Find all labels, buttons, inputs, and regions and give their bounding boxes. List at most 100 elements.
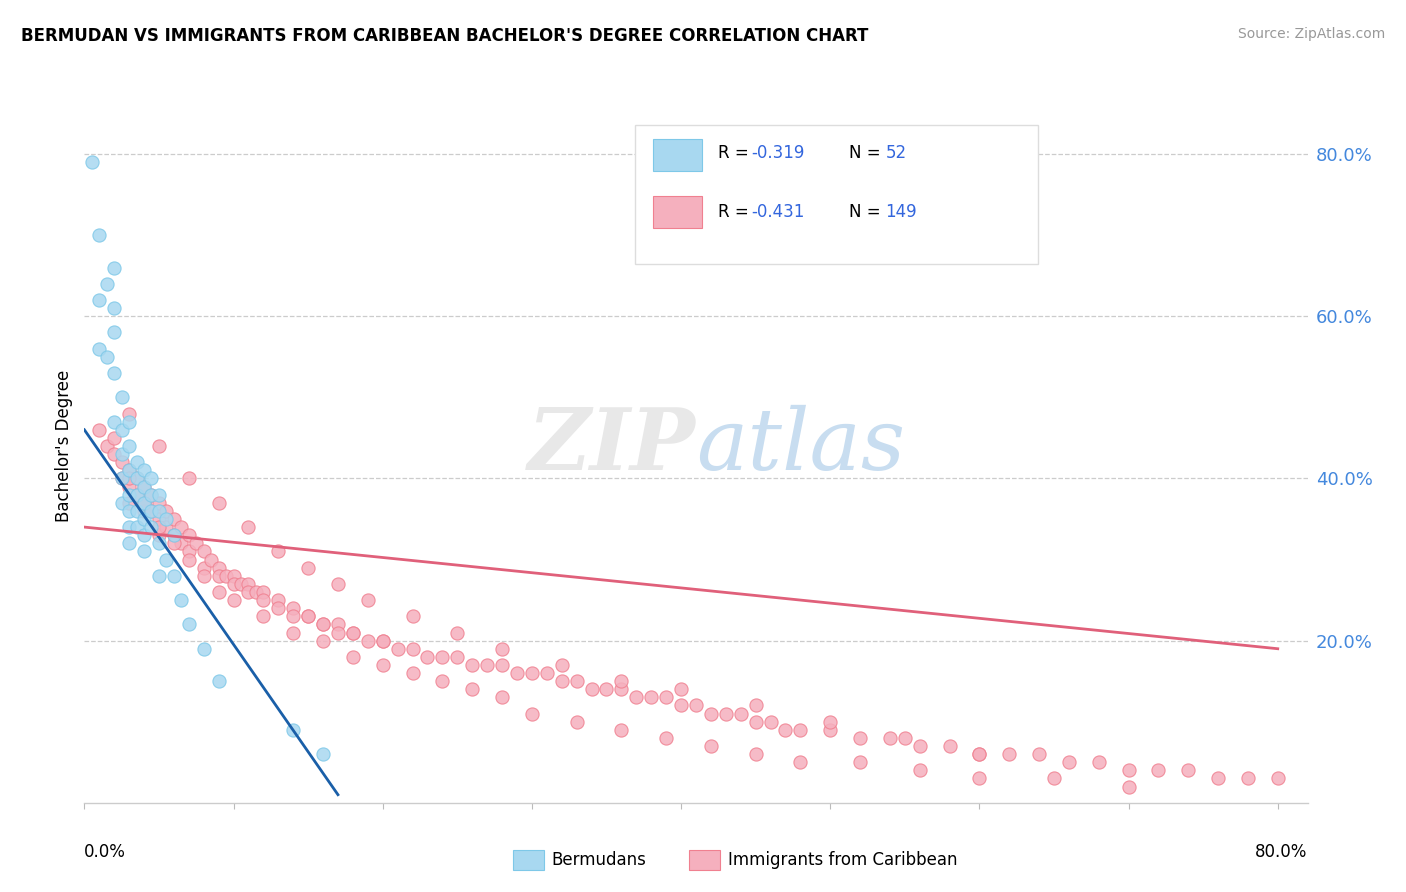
Point bbox=[132, 479, 155, 493]
Point bbox=[416, 649, 439, 664]
Point bbox=[177, 544, 200, 558]
Point bbox=[96, 439, 118, 453]
Point bbox=[297, 609, 319, 624]
Text: 0.0%: 0.0% bbox=[84, 843, 127, 861]
Point bbox=[207, 560, 229, 574]
Point bbox=[357, 633, 380, 648]
Point bbox=[879, 731, 901, 745]
Point bbox=[229, 577, 252, 591]
Point bbox=[200, 552, 222, 566]
Point bbox=[283, 609, 305, 624]
Point bbox=[401, 609, 423, 624]
Point bbox=[148, 528, 170, 542]
Point bbox=[326, 577, 349, 591]
Point bbox=[744, 698, 766, 713]
Point bbox=[163, 536, 186, 550]
Point bbox=[177, 471, 200, 485]
Point bbox=[148, 496, 170, 510]
Y-axis label: Bachelor's Degree: Bachelor's Degree bbox=[55, 370, 73, 522]
Point bbox=[714, 706, 737, 721]
Point bbox=[118, 415, 141, 429]
Point bbox=[177, 552, 200, 566]
FancyBboxPatch shape bbox=[636, 125, 1039, 264]
Point bbox=[312, 633, 335, 648]
Point bbox=[312, 617, 335, 632]
Point bbox=[969, 772, 991, 786]
Point bbox=[132, 504, 155, 518]
Point bbox=[894, 731, 917, 745]
Text: -0.431: -0.431 bbox=[751, 203, 804, 221]
Point bbox=[148, 520, 170, 534]
Point bbox=[283, 723, 305, 737]
Point bbox=[207, 496, 229, 510]
Point bbox=[193, 568, 215, 582]
Point bbox=[238, 520, 260, 534]
Point bbox=[551, 657, 574, 672]
Point bbox=[371, 657, 394, 672]
Point bbox=[96, 350, 118, 364]
Point bbox=[371, 633, 394, 648]
Point bbox=[283, 601, 305, 615]
Point bbox=[326, 625, 349, 640]
Point bbox=[401, 641, 423, 656]
Point bbox=[89, 228, 111, 243]
Point bbox=[669, 698, 692, 713]
Point bbox=[177, 528, 200, 542]
Point bbox=[163, 512, 186, 526]
Point bbox=[118, 463, 141, 477]
Text: BERMUDAN VS IMMIGRANTS FROM CARIBBEAN BACHELOR'S DEGREE CORRELATION CHART: BERMUDAN VS IMMIGRANTS FROM CARIBBEAN BA… bbox=[21, 27, 869, 45]
Point bbox=[491, 641, 513, 656]
Point bbox=[186, 536, 208, 550]
Point bbox=[170, 536, 193, 550]
Point bbox=[908, 764, 931, 778]
Point bbox=[141, 504, 163, 518]
Point bbox=[432, 674, 454, 689]
Point bbox=[520, 706, 543, 721]
Point bbox=[581, 682, 603, 697]
Point bbox=[267, 544, 290, 558]
Text: 52: 52 bbox=[886, 145, 907, 162]
Point bbox=[1237, 772, 1260, 786]
Point bbox=[475, 657, 498, 672]
Point bbox=[700, 739, 723, 753]
Point bbox=[700, 706, 723, 721]
Point bbox=[141, 488, 163, 502]
Point bbox=[148, 512, 170, 526]
Point bbox=[1267, 772, 1289, 786]
Point bbox=[908, 739, 931, 753]
Point bbox=[818, 714, 841, 729]
Point bbox=[163, 528, 186, 542]
Point bbox=[252, 593, 274, 607]
Point bbox=[252, 609, 274, 624]
Point bbox=[111, 471, 134, 485]
Point bbox=[1147, 764, 1170, 778]
Point bbox=[387, 641, 409, 656]
Point bbox=[595, 682, 617, 697]
Point bbox=[222, 577, 245, 591]
Point bbox=[118, 520, 141, 534]
Point bbox=[565, 674, 588, 689]
Point bbox=[96, 277, 118, 291]
Point bbox=[506, 666, 529, 681]
Text: ZIP: ZIP bbox=[529, 404, 696, 488]
Point bbox=[132, 496, 155, 510]
Point bbox=[342, 625, 364, 640]
Point bbox=[118, 479, 141, 493]
Point bbox=[103, 260, 125, 275]
Text: -0.319: -0.319 bbox=[751, 145, 804, 162]
Point bbox=[491, 657, 513, 672]
Point bbox=[818, 723, 841, 737]
Point bbox=[148, 439, 170, 453]
Point bbox=[207, 568, 229, 582]
Point bbox=[141, 520, 163, 534]
Text: atlas: atlas bbox=[696, 405, 905, 487]
Point bbox=[132, 496, 155, 510]
Point bbox=[1118, 764, 1140, 778]
Point bbox=[118, 471, 141, 485]
Point bbox=[610, 674, 633, 689]
Point bbox=[118, 536, 141, 550]
Point bbox=[491, 690, 513, 705]
Point bbox=[969, 747, 991, 761]
Point bbox=[238, 585, 260, 599]
Point bbox=[446, 625, 468, 640]
